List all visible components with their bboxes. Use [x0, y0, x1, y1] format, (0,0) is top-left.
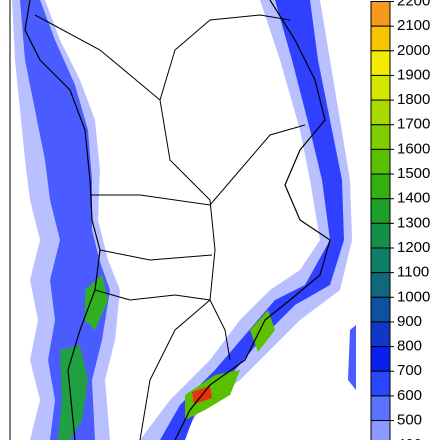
elevation-fringe: [20, 0, 110, 440]
colorbar-swatch: [370, 222, 391, 249]
colorbar-label: 1700: [397, 116, 430, 133]
coastline: [174, 0, 331, 440]
elevation-fringe: [58, 345, 88, 440]
colorbar-swatch: [370, 124, 391, 150]
basin-line: [94, 289, 231, 361]
colorbar-label: 600: [397, 387, 422, 404]
colorbar-label: 1600: [397, 140, 430, 157]
colorbar-swatch: [370, 50, 391, 76]
colorbar-swatch: [370, 25, 391, 52]
colorbar-label: 1400: [397, 190, 430, 207]
colorbar-label: 1000: [397, 288, 430, 305]
colorbar-swatch: [370, 99, 391, 126]
colorbar-swatch: [370, 272, 391, 298]
colorbar-label: 700: [397, 362, 422, 379]
colorbar-label: 1900: [397, 66, 430, 83]
colorbar-swatch: [370, 173, 391, 200]
basin-line: [99, 249, 213, 261]
colorbar-label: 500: [397, 412, 422, 429]
colorbar-swatch: [370, 1, 391, 27]
colorbar-swatch: [370, 370, 391, 397]
colorbar-swatch: [370, 420, 391, 440]
colorbar-label: 800: [397, 338, 422, 355]
colorbar-swatch: [370, 395, 391, 422]
colorbar-label: 2100: [397, 17, 430, 34]
elevation-fringe: [140, 0, 352, 440]
basin-line: [90, 124, 306, 206]
elevation-fringe: [185, 370, 240, 420]
colorbar-swatch: [370, 198, 391, 224]
colorbar-label: 900: [397, 313, 422, 330]
colorbar: 2200 2100 2000 1900 1800 1700 1600 1500 1400 1300…: [370, 0, 430, 440]
colorbar-label: 2000: [397, 42, 430, 59]
colorbar-swatch: [370, 296, 391, 323]
elevation-fringe: [85, 275, 108, 330]
colorbar-label: 1200: [397, 239, 430, 256]
colorbar-swatch: [370, 247, 391, 274]
colorbar-label: 1100: [397, 264, 429, 281]
colorbar-swatch: [370, 74, 391, 101]
colorbar-label: 1500: [397, 165, 430, 182]
colorbar-label: 2200: [397, 0, 430, 9]
colorbar-label: 1800: [397, 91, 430, 108]
basin-line: [159, 14, 291, 101]
colorbar-label: 1300: [397, 214, 430, 231]
elevation-fringe: [348, 325, 356, 390]
colorbar-swatch: [370, 346, 391, 372]
basin-line: [34, 14, 216, 440]
coastline: [24, 0, 101, 440]
colorbar-swatch: [370, 321, 391, 348]
elevation-fringe: [250, 310, 275, 352]
colorbar-swatch: [370, 148, 391, 175]
colorbar-label: 400: [397, 436, 422, 440]
map: [9, 0, 356, 440]
